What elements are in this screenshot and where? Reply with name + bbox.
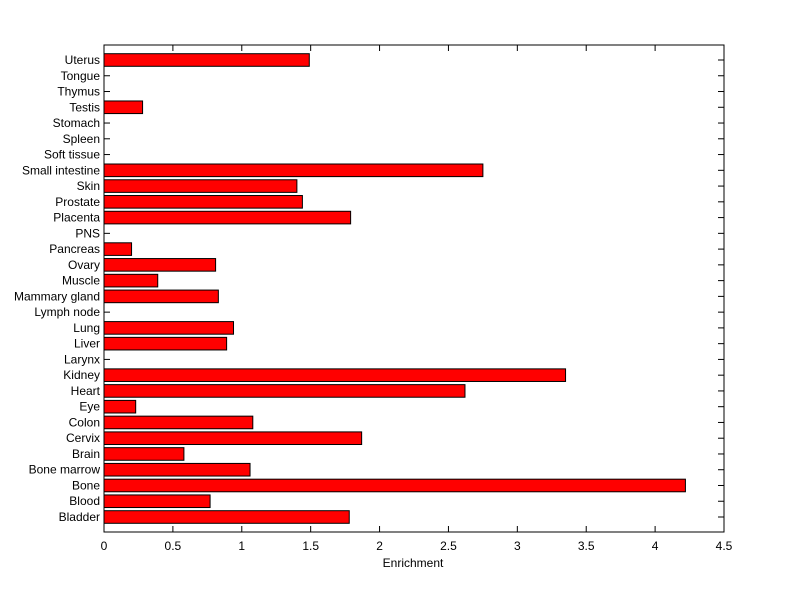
- category-label: Uterus: [65, 53, 100, 67]
- category-label: Brain: [72, 447, 100, 461]
- category-label: Larynx: [64, 352, 100, 366]
- bar: [103, 399, 137, 414]
- bar: [103, 431, 363, 446]
- bar: [103, 273, 159, 288]
- x-tick-label: 0: [101, 539, 108, 553]
- x-tick-label: 1.5: [302, 539, 319, 553]
- category-label: Ovary: [68, 258, 100, 272]
- x-tick-label: 2: [376, 539, 383, 553]
- category-label: Lymph node: [34, 305, 100, 319]
- x-tick-label: 0.5: [165, 539, 182, 553]
- x-tick-label: 3.5: [578, 539, 595, 553]
- category-label: Soft tissue: [44, 148, 100, 162]
- bar: [103, 179, 298, 193]
- bar: [103, 242, 133, 256]
- category-label: Stomach: [53, 116, 100, 130]
- category-label: Blood: [69, 494, 100, 508]
- x-tick-label: 3: [514, 539, 521, 553]
- x-tick-label: 4: [652, 539, 659, 553]
- bar: [103, 494, 211, 509]
- bar: [103, 462, 251, 477]
- category-label: Skin: [77, 179, 100, 193]
- bars: [103, 53, 686, 524]
- bar: [103, 53, 310, 67]
- tick-marks: [103, 45, 725, 532]
- bar: [103, 384, 466, 398]
- x-tick-label: 1: [238, 539, 245, 553]
- x-tick-labels: 0 0.5 1 1.5 2 2.5 3 3.5 4 4.5: [101, 539, 733, 553]
- bar: [103, 163, 484, 178]
- category-label: Kidney: [63, 368, 100, 382]
- category-label: Colon: [69, 415, 100, 429]
- category-label: Spleen: [63, 132, 100, 146]
- category-label: Bone: [72, 478, 100, 492]
- category-label: PNS: [75, 226, 100, 240]
- bar: [103, 336, 228, 351]
- bar: [103, 258, 217, 272]
- category-label: Heart: [71, 384, 101, 398]
- x-tick-label: 4.5: [716, 539, 733, 553]
- bar: [103, 510, 350, 524]
- category-label: Bone marrow: [29, 463, 101, 477]
- bar: [103, 195, 303, 209]
- category-label: Placenta: [53, 211, 100, 225]
- bar: [103, 321, 235, 335]
- bar: [103, 478, 686, 493]
- bar: [103, 415, 254, 430]
- category-label: Liver: [74, 337, 100, 351]
- category-label: Pancreas: [49, 242, 100, 256]
- category-label: Small intestine: [22, 163, 100, 177]
- category-label: Tongue: [61, 69, 101, 83]
- plot-area: [103, 44, 725, 533]
- category-label: Cervix: [66, 431, 100, 445]
- bar: [103, 100, 144, 115]
- category-label: Testis: [69, 100, 100, 114]
- bar: [103, 210, 352, 225]
- category-label: Eye: [79, 400, 100, 414]
- bar: [103, 289, 219, 304]
- category-label: Mammary gland: [14, 289, 100, 303]
- category-label: Thymus: [57, 85, 100, 99]
- x-axis-label: Enrichment: [383, 556, 444, 570]
- category-label: Bladder: [59, 510, 100, 524]
- bar: [103, 447, 185, 461]
- category-label: Muscle: [62, 274, 100, 288]
- category-label: Lung: [73, 321, 100, 335]
- category-label: Prostate: [55, 195, 100, 209]
- x-tick-label: 2.5: [440, 539, 457, 553]
- bar: [103, 368, 567, 382]
